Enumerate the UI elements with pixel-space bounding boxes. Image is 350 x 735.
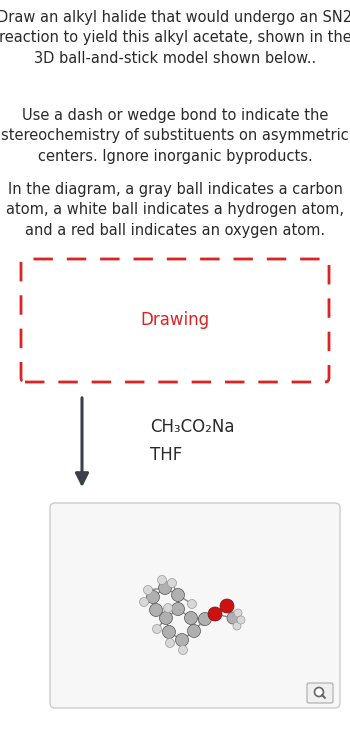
- Circle shape: [168, 578, 176, 587]
- Circle shape: [315, 687, 323, 697]
- Circle shape: [140, 598, 148, 606]
- Circle shape: [237, 616, 245, 624]
- Circle shape: [234, 609, 242, 617]
- Circle shape: [162, 625, 175, 639]
- Circle shape: [158, 576, 167, 584]
- Text: THF: THF: [150, 446, 182, 464]
- Circle shape: [160, 612, 173, 625]
- Circle shape: [153, 625, 161, 634]
- Circle shape: [172, 603, 184, 615]
- Text: Draw an alkyl halide that would undergo an SN2
reaction to yield this alkyl acet: Draw an alkyl halide that would undergo …: [0, 10, 350, 66]
- Text: Drawing: Drawing: [140, 311, 210, 329]
- Text: In the diagram, a gray ball indicates a carbon
atom, a white ball indicates a hy: In the diagram, a gray ball indicates a …: [6, 182, 344, 238]
- Circle shape: [175, 634, 189, 647]
- Circle shape: [172, 589, 184, 601]
- Circle shape: [166, 639, 175, 648]
- Circle shape: [220, 599, 234, 613]
- Circle shape: [198, 612, 211, 625]
- Circle shape: [198, 617, 208, 625]
- Circle shape: [149, 603, 162, 617]
- Circle shape: [144, 586, 153, 595]
- Circle shape: [147, 590, 160, 603]
- Circle shape: [184, 612, 197, 625]
- Text: CH₃CO₂Na: CH₃CO₂Na: [150, 418, 235, 436]
- Circle shape: [159, 581, 172, 595]
- Circle shape: [227, 612, 239, 624]
- Circle shape: [188, 600, 196, 609]
- Circle shape: [178, 645, 188, 654]
- Circle shape: [163, 603, 173, 612]
- FancyBboxPatch shape: [21, 259, 329, 382]
- Circle shape: [233, 622, 241, 630]
- Circle shape: [188, 625, 201, 637]
- FancyBboxPatch shape: [50, 503, 340, 708]
- Circle shape: [208, 607, 222, 621]
- Text: Use a dash or wedge bond to indicate the
stereochemistry of substituents on asym: Use a dash or wedge bond to indicate the…: [1, 108, 349, 164]
- FancyBboxPatch shape: [307, 683, 333, 703]
